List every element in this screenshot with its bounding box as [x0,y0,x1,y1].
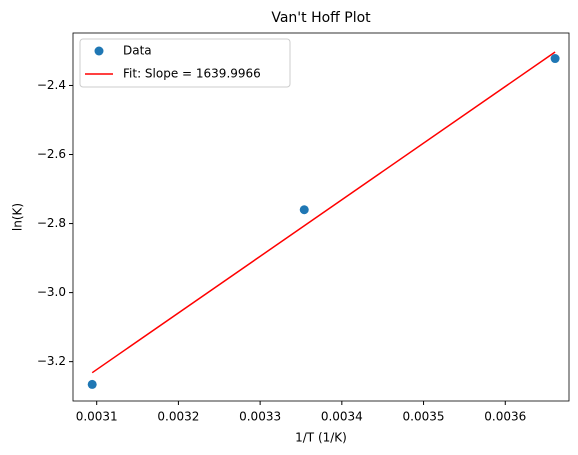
y-tick-label: −3.2 [37,354,66,368]
y-tick-label: −2.6 [37,147,66,161]
x-tick-label: 0.0035 [403,410,445,424]
y-tick-label: −3.0 [37,285,66,299]
x-axis-label: 1/T (1/K) [295,431,347,445]
data-point [299,205,309,215]
x-tick-label: 0.0033 [239,410,281,424]
axes-frame [72,32,570,402]
y-tick-label: −2.8 [37,216,66,230]
x-tick-label: 0.0036 [484,410,526,424]
x-tick-label: 0.0031 [76,410,118,424]
chart-title: Van't Hoff Plot [271,10,371,26]
legend-marker [94,46,104,56]
legend-label: Fit: Slope = 1639.9966 [123,67,261,81]
fit-line [91,51,556,374]
y-axis-label: ln(K) [11,203,25,231]
data-point [550,54,560,64]
y-tick-label: −2.4 [37,78,66,92]
legend-box [79,38,291,88]
data-point [87,379,97,389]
x-tick-label: 0.0032 [157,410,199,424]
x-tick-label: 0.0034 [321,410,363,424]
legend-label: Data [123,44,152,58]
